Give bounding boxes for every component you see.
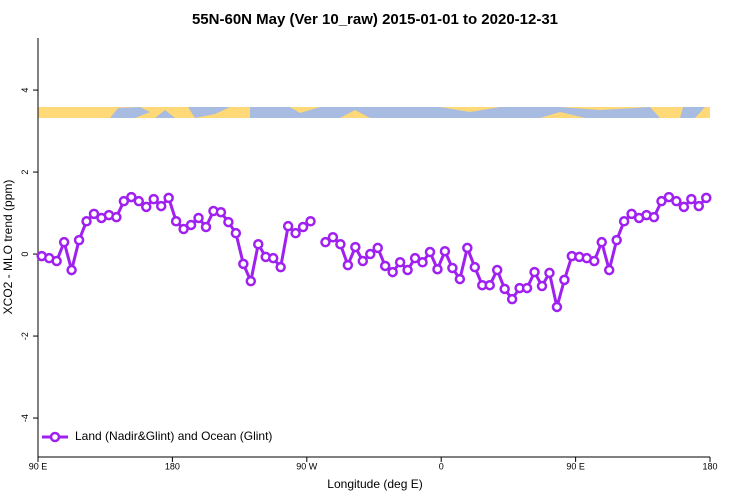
legend-marker [49, 431, 61, 443]
data-point [693, 200, 705, 212]
map-strip [38, 107, 710, 118]
data-point [589, 255, 600, 267]
data-point [656, 195, 667, 207]
data-point [394, 257, 406, 268]
data-point [663, 191, 675, 203]
data-point [387, 266, 398, 278]
x-tick-label: 0 [439, 461, 444, 471]
y-tick-label: 4 [20, 88, 30, 93]
data-point [357, 255, 369, 267]
data-point [529, 266, 540, 278]
data-point [447, 262, 458, 274]
data-point [245, 275, 257, 287]
data-point [148, 193, 159, 205]
data-point [297, 221, 309, 233]
data-point [238, 258, 249, 270]
data-point [499, 283, 510, 295]
data-point [155, 200, 167, 212]
x-tick-label: 90 E [566, 461, 585, 471]
x-tick-label: 90 E [29, 461, 48, 471]
data-point [559, 274, 570, 286]
data-point [327, 232, 339, 243]
data-point [290, 227, 301, 239]
data-point [484, 279, 495, 291]
data-point [439, 245, 451, 257]
data-point [417, 257, 428, 268]
data-point [223, 216, 234, 228]
data-point [424, 246, 436, 258]
data-point [469, 261, 481, 273]
data-point [544, 267, 555, 279]
data-point [141, 201, 152, 213]
data-point [118, 195, 130, 207]
data-point [551, 301, 563, 313]
data-point [536, 280, 548, 292]
data-point [350, 241, 361, 253]
data-point [648, 211, 660, 223]
data-point [253, 238, 264, 250]
y-axis-label: XCO2 - MLO trend (ppm) [1, 180, 15, 315]
data-point [163, 192, 174, 204]
x-tick-label: 180 [702, 461, 717, 471]
data-point [618, 216, 630, 227]
data-point [701, 192, 712, 204]
data-point [267, 252, 279, 264]
x-tick-label: 90 W [296, 461, 318, 471]
data-point [305, 216, 316, 227]
data-point [185, 219, 197, 231]
data-point [521, 282, 533, 294]
data-point [432, 263, 443, 275]
x-axis-label: Longitude (deg E) [327, 477, 422, 491]
x-tick-label: 180 [165, 461, 180, 471]
data-point [111, 211, 122, 223]
data-point [379, 260, 391, 272]
data-point [335, 238, 346, 250]
data-point [193, 212, 204, 224]
data-point [170, 216, 182, 227]
data-point [409, 252, 421, 264]
data-point [81, 216, 92, 227]
data-point [454, 273, 466, 285]
data-point [506, 293, 518, 305]
data-point [88, 208, 100, 220]
data-point [365, 248, 376, 260]
data-point [126, 191, 137, 203]
data-point [230, 227, 242, 239]
data-point [686, 193, 697, 205]
data-point [58, 236, 70, 248]
y-tick-label: 0 [20, 252, 30, 257]
data-point [282, 220, 294, 232]
y-tick-label: 2 [20, 170, 30, 175]
data-point [596, 236, 607, 248]
y-tick-label: -2 [20, 332, 30, 340]
data-point [320, 236, 331, 248]
data-point [178, 223, 189, 235]
data-point [372, 242, 383, 254]
data-point [73, 234, 85, 246]
data-point [402, 264, 413, 276]
data-point [671, 195, 682, 207]
data-point [462, 242, 473, 254]
data-point [200, 221, 212, 233]
data-point [342, 259, 354, 271]
data-point [491, 264, 503, 276]
legend-label: Land (Nadir&Glint) and Ocean (Glint) [75, 429, 272, 443]
data-point [51, 255, 62, 267]
data-point [66, 264, 77, 276]
data-point [626, 208, 637, 220]
data-point [215, 206, 227, 218]
chart-title: 55N-60N May (Ver 10_raw) 2015-01-01 to 2… [192, 11, 558, 28]
data-point [275, 261, 286, 273]
y-tick-label: -4 [20, 414, 30, 422]
data-point [678, 201, 690, 213]
data-point [133, 195, 145, 207]
data-point [603, 264, 615, 276]
data-point [611, 234, 622, 246]
